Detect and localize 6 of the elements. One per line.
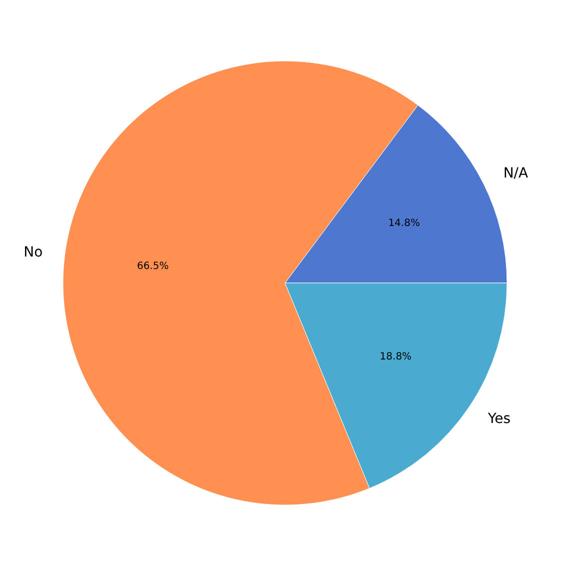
data-label: 66.5% — [136, 260, 169, 272]
slice-label: Yes — [486, 410, 511, 427]
data-label: 14.8% — [388, 218, 420, 229]
slice-label: N/A — [503, 166, 529, 182]
data-label: 18.8% — [380, 352, 412, 363]
slice-label: No — [24, 244, 43, 260]
